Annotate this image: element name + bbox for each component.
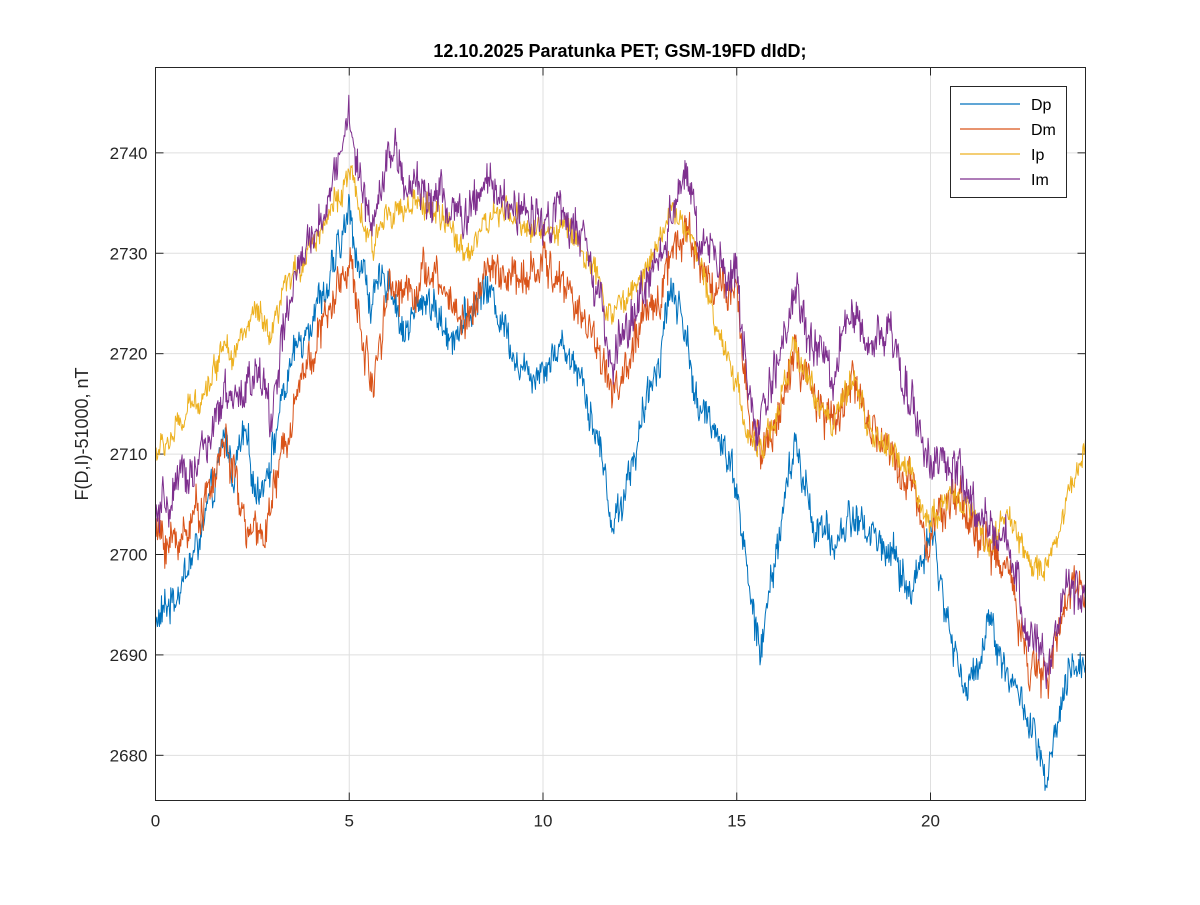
x-tick-label: 0 — [151, 812, 160, 831]
y-tick-labels: 2680 2690 2700 2710 2720 2730 2740 — [110, 144, 148, 765]
legend-label-dm: Dm — [1031, 122, 1056, 139]
series-line-dm — [155, 211, 1086, 699]
y-tick-label: 2720 — [110, 345, 148, 364]
chart-title: 12.10.2025 Paratunka PET; GSM-19FD dIdD; — [433, 41, 806, 61]
legend-label-im: Im — [1031, 172, 1049, 189]
y-tick-label: 2740 — [110, 144, 148, 163]
y-tick-label: 2730 — [110, 244, 148, 263]
legend-label-dp: Dp — [1031, 97, 1052, 114]
x-tick-label: 10 — [534, 812, 553, 831]
legend[interactable]: Dp Dm Ip Im — [950, 86, 1067, 198]
series-layer — [155, 94, 1086, 791]
series-line-im — [155, 94, 1086, 690]
x-tick-label: 15 — [727, 812, 746, 831]
x-tick-label: 5 — [345, 812, 354, 831]
legend-entries: Dp Dm Ip Im — [960, 97, 1056, 189]
y-tick-label: 2700 — [110, 545, 148, 564]
y-tick-label: 2690 — [110, 646, 148, 665]
x-tick-labels: 0 5 10 15 20 — [151, 812, 940, 831]
y-tick-label: 2680 — [110, 746, 148, 765]
legend-label-ip: Ip — [1031, 147, 1044, 164]
y-axis-label: F(D,I)-51000, nT — [72, 367, 92, 500]
plot-frame — [155, 67, 1086, 801]
y-tick-label: 2710 — [110, 445, 148, 464]
x-tick-label: 20 — [921, 812, 940, 831]
